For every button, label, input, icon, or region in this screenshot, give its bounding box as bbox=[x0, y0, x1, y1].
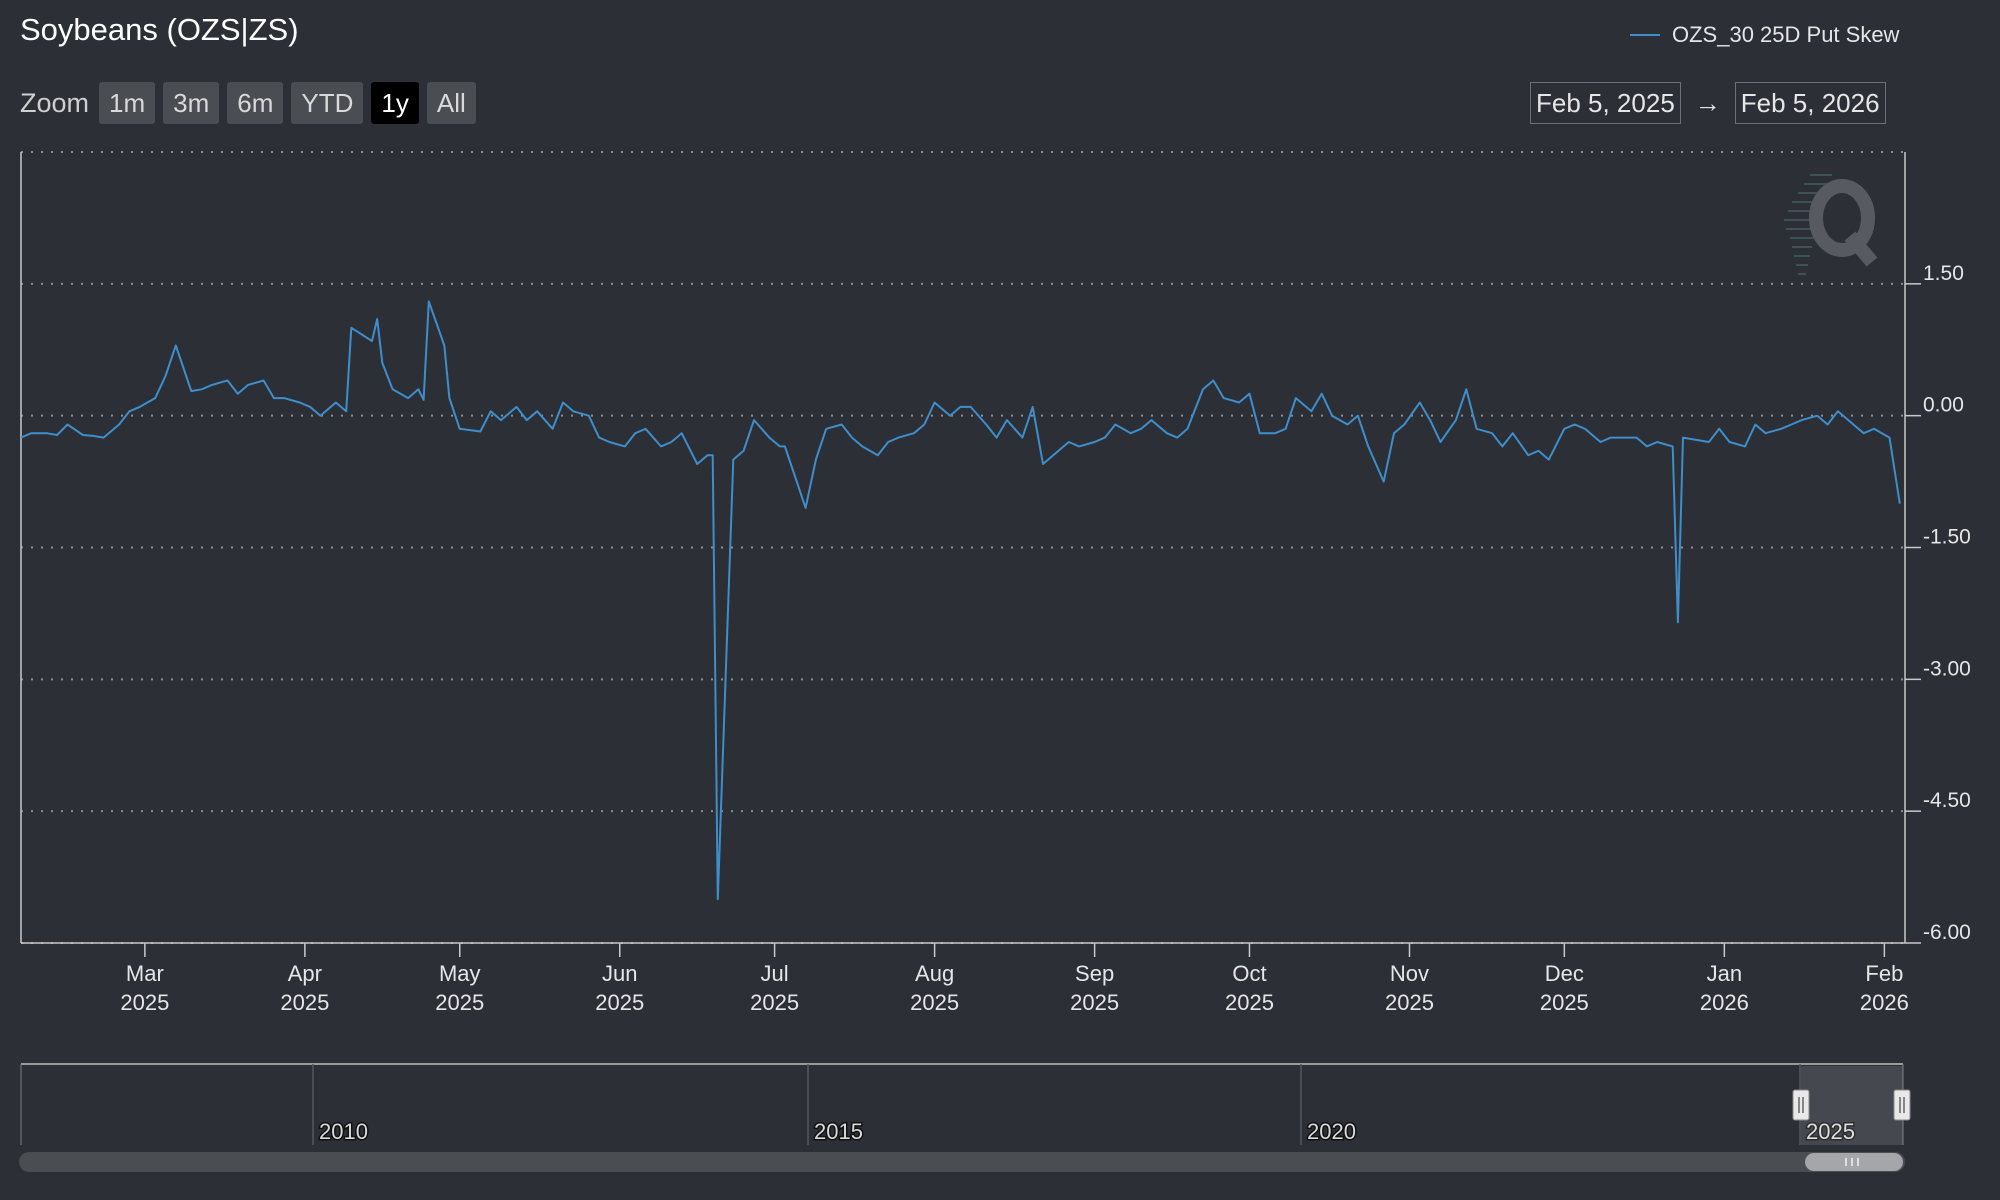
range-arrow: → bbox=[1694, 87, 1721, 118]
navigator-year-label: 2010 bbox=[319, 1119, 368, 1144]
series-line bbox=[20, 300, 1901, 901]
x-tick-month: Jun bbox=[602, 961, 637, 986]
navigator-handle bbox=[1792, 1089, 1810, 1121]
x-tick-month: Oct bbox=[1232, 961, 1266, 986]
x-tick-year: 2026 bbox=[1860, 990, 1909, 1015]
x-tick-month: Aug bbox=[915, 961, 954, 986]
zoom-label: Zoom bbox=[20, 87, 90, 118]
x-tick-year: 2026 bbox=[1700, 990, 1749, 1015]
navigator-handle bbox=[1893, 1089, 1911, 1121]
zoom-1y-button[interactable]: 1y bbox=[371, 82, 419, 124]
x-tick-month: Apr bbox=[288, 961, 322, 986]
x-tick-year: 2025 bbox=[435, 990, 484, 1015]
x-tick-year: 2025 bbox=[1225, 990, 1274, 1015]
legend-item[interactable]: OZS_30 25D Put Skew bbox=[1630, 22, 1899, 48]
x-tick-month: Mar bbox=[126, 961, 164, 986]
navigator[interactable]: 2010 2015 2020 2025 bbox=[19, 1063, 1911, 1172]
x-tick-year: 2025 bbox=[1070, 990, 1119, 1015]
x-tick-month: Nov bbox=[1390, 961, 1429, 986]
x-tick-year: 2025 bbox=[120, 990, 169, 1015]
q-logo-icon bbox=[1784, 174, 1878, 275]
x-tick-month: Sep bbox=[1075, 961, 1114, 986]
range-to-input[interactable]: Feb 5, 2026 bbox=[1734, 82, 1886, 124]
grid-layer bbox=[21, 151, 1905, 944]
x-tick-month: Feb bbox=[1865, 961, 1903, 986]
navigator-year-label: 2025 bbox=[1806, 1119, 1855, 1144]
zoom-controls: Zoom 1m 3m 6m YTD 1y All bbox=[20, 82, 476, 124]
zoom-all-button[interactable]: All bbox=[426, 82, 476, 124]
x-tick-year: 2025 bbox=[1385, 990, 1434, 1015]
x-tick-year: 2025 bbox=[750, 990, 799, 1015]
legend-label: OZS_30 25D Put Skew bbox=[1672, 22, 1900, 47]
y-tick-label: -6.00 bbox=[1923, 921, 1971, 944]
navigator-year-label: 2015 bbox=[814, 1119, 863, 1144]
zoom-6m-button[interactable]: 6m bbox=[227, 82, 284, 124]
x-tick-year: 2025 bbox=[910, 990, 959, 1015]
x-tick-month: May bbox=[439, 961, 481, 986]
x-tick-month: Jan bbox=[1707, 961, 1742, 986]
scrollbar-thumb bbox=[1805, 1153, 1903, 1171]
y-tick-label: -1.50 bbox=[1923, 526, 1971, 549]
zoom-ytd-button[interactable]: YTD bbox=[291, 82, 364, 124]
y-axis-labels: 1.50 0.00 -1.50 -3.00 -4.50 -6.00 bbox=[1923, 262, 1971, 944]
y-tick-label: -4.50 bbox=[1923, 789, 1971, 812]
y-tick-label: 0.00 bbox=[1923, 394, 1964, 417]
series-layer bbox=[20, 300, 1901, 901]
x-tick-year: 2025 bbox=[595, 990, 644, 1015]
navigator-year-label: 2020 bbox=[1307, 1119, 1356, 1144]
navigator-selection bbox=[1801, 1066, 1903, 1145]
zoom-1m-button[interactable]: 1m bbox=[99, 82, 156, 124]
x-tick-month: Jul bbox=[761, 961, 789, 986]
scrollbar-track bbox=[19, 1152, 1905, 1172]
axis-layer bbox=[20, 152, 1921, 957]
x-tick-year: 2025 bbox=[280, 990, 329, 1015]
range-from-input[interactable]: Feb 5, 2025 bbox=[1530, 82, 1681, 124]
y-tick-label: -3.00 bbox=[1923, 657, 1971, 680]
date-range: Feb 5, 2025 → Feb 5, 2026 bbox=[1530, 82, 1886, 124]
x-tick-month: Dec bbox=[1545, 961, 1584, 986]
y-tick-label: 1.50 bbox=[1923, 262, 1964, 285]
chart-title: Soybeans (OZS|ZS) bbox=[20, 12, 299, 47]
x-axis-labels: Mar 2025 Apr 2025 May 2025 Jun 2025 Jul 2025 Aug 20… bbox=[120, 961, 1908, 1015]
x-tick-year: 2025 bbox=[1540, 990, 1589, 1015]
zoom-3m-button[interactable]: 3m bbox=[163, 82, 220, 124]
legend-swatch bbox=[1630, 34, 1660, 36]
